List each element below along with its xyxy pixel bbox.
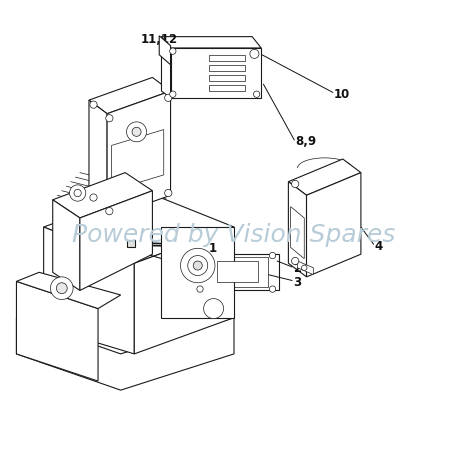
Text: 10: 10 — [334, 88, 350, 101]
Text: 7: 7 — [143, 214, 152, 227]
Polygon shape — [107, 92, 170, 218]
Polygon shape — [53, 173, 153, 218]
Circle shape — [204, 299, 224, 319]
Circle shape — [169, 49, 176, 55]
Circle shape — [197, 286, 203, 293]
Circle shape — [106, 208, 113, 215]
Circle shape — [254, 92, 260, 98]
Polygon shape — [291, 207, 304, 259]
Circle shape — [74, 190, 81, 197]
Bar — [217, 261, 257, 283]
Bar — [213, 259, 259, 284]
Circle shape — [292, 181, 299, 188]
Text: 8,9: 8,9 — [295, 135, 316, 148]
Circle shape — [292, 258, 299, 265]
Polygon shape — [16, 282, 98, 381]
Polygon shape — [161, 228, 234, 318]
Polygon shape — [16, 318, 234, 390]
Text: 4: 4 — [374, 239, 383, 252]
Text: 3: 3 — [293, 275, 301, 288]
Polygon shape — [159, 37, 170, 66]
Circle shape — [69, 186, 86, 202]
Polygon shape — [112, 130, 164, 191]
Text: Powered by Vision Spares: Powered by Vision Spares — [73, 222, 395, 246]
Polygon shape — [44, 191, 234, 264]
Circle shape — [197, 253, 203, 259]
Circle shape — [56, 283, 67, 294]
Circle shape — [169, 92, 176, 98]
Circle shape — [90, 194, 97, 202]
Polygon shape — [288, 160, 361, 196]
Polygon shape — [307, 173, 361, 277]
Circle shape — [126, 122, 146, 142]
Polygon shape — [288, 182, 307, 277]
Circle shape — [165, 95, 172, 102]
Polygon shape — [298, 262, 313, 275]
Polygon shape — [53, 200, 80, 291]
Bar — [209, 66, 245, 72]
Text: 1: 1 — [209, 241, 217, 254]
Polygon shape — [134, 228, 234, 354]
Polygon shape — [193, 255, 279, 291]
Polygon shape — [205, 258, 268, 288]
Circle shape — [270, 253, 276, 259]
Polygon shape — [161, 38, 170, 99]
Circle shape — [51, 277, 73, 300]
Polygon shape — [89, 78, 170, 115]
Text: 11,12: 11,12 — [141, 33, 178, 46]
Polygon shape — [44, 228, 134, 354]
Polygon shape — [89, 101, 107, 218]
Circle shape — [250, 50, 259, 59]
Bar — [209, 86, 245, 92]
Circle shape — [132, 128, 141, 137]
Polygon shape — [80, 191, 153, 291]
Circle shape — [90, 102, 97, 109]
Circle shape — [165, 190, 172, 197]
Circle shape — [270, 286, 276, 293]
Circle shape — [193, 262, 202, 270]
Bar — [209, 56, 245, 62]
Bar — [127, 241, 135, 248]
Text: 2: 2 — [293, 262, 301, 275]
Circle shape — [181, 249, 215, 283]
Circle shape — [301, 265, 307, 271]
Bar — [209, 76, 245, 82]
Polygon shape — [16, 273, 121, 309]
Circle shape — [106, 116, 113, 122]
Circle shape — [188, 256, 208, 276]
Polygon shape — [161, 38, 261, 49]
Polygon shape — [170, 49, 261, 99]
Text: 5,6: 5,6 — [66, 221, 87, 234]
